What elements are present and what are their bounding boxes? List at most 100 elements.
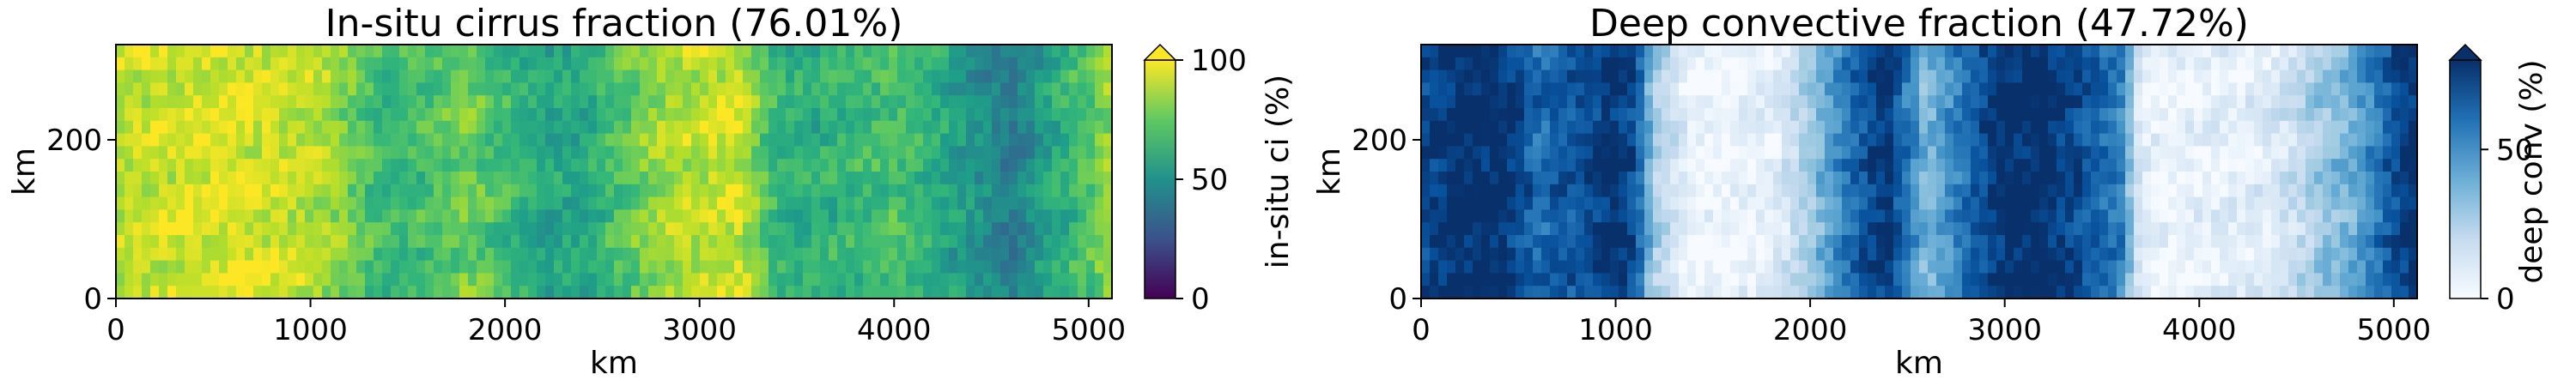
heatmap-cell	[485, 235, 495, 249]
heatmap-cell	[1730, 209, 1740, 223]
heatmap-cell	[2400, 172, 2409, 185]
heatmap-cell	[313, 235, 323, 249]
heatmap-cell	[1962, 172, 1971, 185]
heatmap-cell	[2014, 120, 2023, 135]
heatmap-cell	[1558, 45, 1568, 58]
heatmap-cell	[751, 146, 761, 160]
heatmap-cell	[2314, 184, 2324, 198]
heatmap-cell	[1773, 146, 1783, 160]
heatmap-cell	[1464, 108, 1473, 122]
heatmap-cell	[751, 184, 761, 198]
heatmap-cell	[1996, 286, 2006, 299]
heatmap-cell	[992, 260, 1001, 274]
heatmap-cell	[2409, 196, 2418, 210]
heatmap-cell	[434, 235, 443, 249]
heatmap-cell	[1078, 82, 1087, 96]
heatmap-cell	[1507, 159, 1516, 172]
heatmap-cell	[2280, 196, 2289, 210]
heatmap-cell	[992, 69, 1001, 83]
heatmap-cell	[588, 82, 598, 96]
heatmap-cell	[597, 120, 606, 135]
heatmap-cell	[2134, 45, 2143, 58]
heatmap-cell	[863, 146, 872, 160]
heatmap-cell	[1747, 260, 1757, 274]
heatmap-cell	[932, 120, 941, 135]
heatmap-cell	[1095, 120, 1104, 135]
heatmap-cell	[416, 133, 426, 147]
heatmap-cell	[1859, 286, 1868, 299]
heatmap-cell	[116, 196, 125, 210]
heatmap-cell	[1807, 45, 1817, 58]
heatmap-cell	[854, 286, 864, 299]
heatmap-cell	[1627, 57, 1637, 71]
heatmap-cell	[1060, 286, 1070, 299]
heatmap-cell	[1953, 222, 1963, 236]
heatmap-cell	[1516, 286, 1525, 299]
heatmap-cell	[2383, 146, 2392, 160]
heatmap-cell	[2005, 286, 2014, 299]
heatmap-cell	[975, 45, 984, 58]
heatmap-cell	[820, 108, 829, 122]
heatmap-cell	[348, 196, 357, 210]
heatmap-cell	[992, 196, 1001, 210]
heatmap-cell	[1704, 120, 1714, 135]
heatmap-cell	[176, 45, 185, 58]
heatmap-cell	[811, 196, 821, 210]
heatmap-cell	[700, 133, 709, 147]
heatmap-cell	[2271, 260, 2281, 274]
heatmap-cell	[167, 95, 177, 109]
heatmap-cell	[1747, 159, 1757, 172]
heatmap-cell	[1713, 172, 1722, 185]
heatmap-cell	[416, 69, 426, 83]
heatmap-cell	[1988, 196, 1997, 210]
heatmap-cell	[820, 235, 829, 249]
heatmap-cell	[726, 45, 735, 58]
heatmap-cell	[279, 120, 289, 135]
heatmap-cell	[279, 222, 289, 236]
heatmap-cell	[2331, 184, 2341, 198]
heatmap-cell	[794, 235, 804, 249]
heatmap-cell	[2022, 146, 2032, 160]
heatmap-cell	[1919, 235, 1929, 249]
heatmap-cell	[1541, 82, 1551, 96]
heatmap-cell	[2306, 159, 2315, 172]
heatmap-cell	[1636, 146, 1645, 160]
heatmap-cell	[923, 209, 933, 223]
heatmap-cell	[708, 235, 718, 249]
heatmap-cell	[2357, 196, 2366, 210]
heatmap-cell	[2348, 184, 2358, 198]
heatmap-cell	[760, 247, 769, 262]
heatmap-cell	[648, 260, 658, 274]
heatmap-cell	[2366, 286, 2375, 299]
heatmap-cell	[2082, 120, 2092, 135]
heatmap-cell	[408, 209, 417, 223]
heatmap-cell	[1455, 133, 1465, 147]
heatmap-cell	[1962, 184, 1971, 198]
heatmap-cell	[1696, 286, 1705, 299]
heatmap-cell	[1936, 235, 1946, 249]
heatmap-cell	[477, 235, 486, 249]
heatmap-cell	[863, 235, 872, 249]
heatmap-cell	[2383, 247, 2392, 262]
heatmap-cell	[202, 57, 211, 71]
heatmap-cell	[1687, 222, 1697, 236]
heatmap-cell	[1078, 209, 1087, 223]
heatmap-cell	[1962, 235, 1971, 249]
heatmap-cell	[1601, 172, 1611, 185]
heatmap-cell	[580, 45, 589, 58]
heatmap-cell	[253, 120, 263, 135]
heatmap-cell	[2108, 159, 2117, 172]
left-colorbar-label: in-situ ci (%)	[1261, 75, 1296, 268]
heatmap-cell	[142, 120, 151, 135]
heatmap-cell	[1464, 235, 1473, 249]
heatmap-cell	[399, 45, 409, 58]
heatmap-cell	[1816, 57, 1826, 71]
heatmap-cell	[1576, 247, 1585, 262]
heatmap-cell	[1421, 69, 1431, 83]
heatmap-cell	[210, 69, 220, 83]
heatmap-cell	[854, 82, 864, 96]
heatmap-cell	[2323, 222, 2332, 236]
heatmap-cell	[940, 108, 950, 122]
heatmap-cell	[717, 120, 726, 135]
heatmap-cell	[957, 209, 967, 223]
